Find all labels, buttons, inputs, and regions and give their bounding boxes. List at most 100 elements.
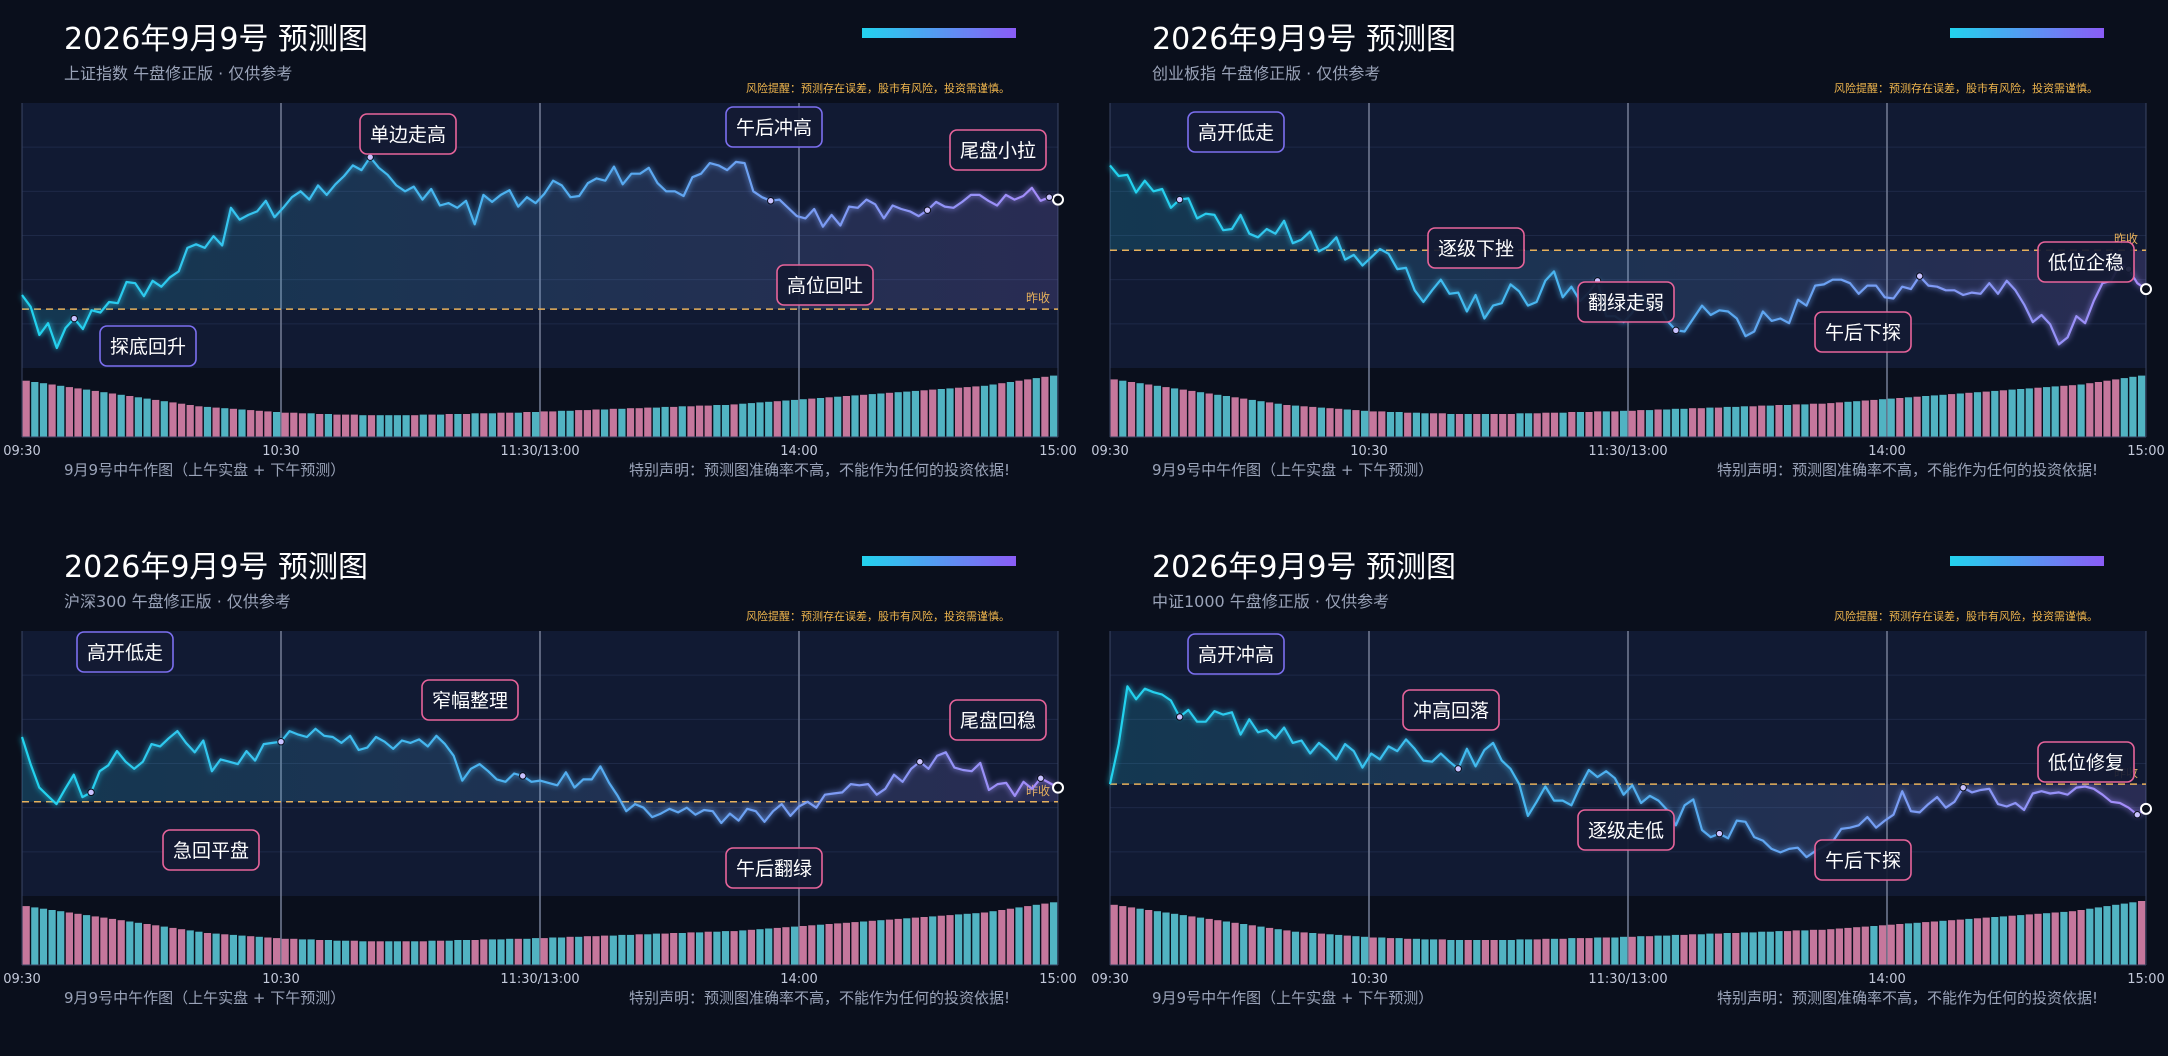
- volume-bar: [333, 940, 341, 965]
- volume-bar: [644, 934, 652, 965]
- volume-bar: [454, 414, 462, 437]
- volume-bar: [963, 913, 971, 965]
- volume-bar: [1663, 935, 1671, 965]
- volume-bar: [1050, 902, 1058, 965]
- volume-bar: [998, 910, 1006, 965]
- volume-bar: [1654, 935, 1662, 965]
- volume-bar: [74, 388, 82, 437]
- volume-bar: [186, 930, 194, 965]
- volume-bar: [791, 926, 799, 965]
- volume-bar: [1999, 916, 2007, 965]
- volume-bar: [1533, 939, 1541, 965]
- volume-bar: [1343, 409, 1351, 437]
- volume-bar: [1006, 382, 1014, 437]
- volume-bar: [1205, 918, 1213, 965]
- volume-bar: [2094, 382, 2102, 437]
- volume-bar: [1110, 379, 1118, 437]
- volume-bar: [1266, 402, 1274, 437]
- volume-bar: [1922, 922, 1930, 965]
- volume-bar: [1507, 414, 1515, 437]
- x-tick-label: 11:30/13:00: [1588, 444, 1667, 459]
- volume-bar: [1162, 387, 1170, 437]
- accent-gradient-bar: [1950, 556, 2104, 566]
- volume-bar: [2068, 385, 2077, 437]
- volume-bar: [816, 398, 825, 437]
- volume-bar: [1784, 405, 1792, 437]
- volume-bar: [134, 397, 142, 437]
- volume-bar: [532, 938, 540, 965]
- volume-bar: [1594, 411, 1602, 437]
- volume-bar: [1870, 926, 1878, 965]
- annotation-text: 窄幅整理: [432, 690, 508, 712]
- volume-bar: [480, 939, 488, 965]
- price-line: [20, 727, 1059, 825]
- volume-bar: [1732, 933, 1740, 965]
- volume-bar: [1499, 414, 1507, 437]
- volume-bar: [1119, 380, 1127, 437]
- volume-bar: [1438, 939, 1446, 965]
- volume-bar: [65, 387, 73, 437]
- volume-bar: [203, 933, 212, 965]
- volume-bar: [376, 415, 384, 437]
- volume-bar: [635, 934, 643, 965]
- volume-bar: [298, 413, 307, 437]
- prev-close-label: 昨收: [1026, 291, 1050, 305]
- volume-bar: [1481, 940, 1489, 965]
- volume-bar: [1758, 931, 1766, 965]
- annotation-label: 低位修复: [2037, 741, 2135, 783]
- volume-bar: [696, 405, 704, 437]
- volume-bar: [1222, 396, 1230, 437]
- volume-bar: [842, 922, 850, 965]
- risk-note: 风险提醒：预测存在误差，股市有风险，投资需谨慎。: [1834, 82, 2098, 95]
- chart-subtitle: 创业板指 午盘修正版 · 仅供参考: [1152, 64, 1381, 83]
- volume-bar: [2138, 901, 2146, 965]
- volume-bar: [462, 940, 471, 965]
- volume-bar: [1991, 390, 1999, 437]
- volume-bar: [1576, 938, 1584, 965]
- footer-disclaimer: 特别声明：预测图准确率不高，不能作为任何的投资依据!: [1716, 461, 2098, 479]
- volume-bar: [911, 390, 919, 437]
- volume-bar: [290, 412, 298, 437]
- annotation-label: 午后翻绿: [725, 847, 823, 889]
- volume-bar: [411, 415, 419, 437]
- volume-bar: [1015, 380, 1023, 437]
- annotation-box: [725, 106, 823, 148]
- volume-bar: [575, 410, 583, 437]
- annotation-point: [277, 738, 285, 746]
- x-tick-label: 15:00: [1039, 444, 1076, 459]
- volume-bar: [557, 410, 566, 437]
- volume-bar: [2086, 383, 2094, 437]
- annotation-point: [767, 197, 775, 205]
- volume-bar: [575, 936, 583, 965]
- annotation-text: 低位企稳: [2048, 252, 2124, 274]
- volume-bar: [955, 387, 963, 437]
- volume-bar: [497, 412, 505, 437]
- annotation-text: 单边走高: [370, 124, 446, 146]
- volume-bar: [1913, 396, 1921, 437]
- volume-bar: [506, 938, 514, 965]
- volume-bar: [989, 384, 997, 437]
- volume-bar: [972, 386, 980, 437]
- volume-bar: [1317, 407, 1325, 437]
- volume-bar: [1784, 931, 1792, 965]
- risk-note: 风险提醒：预测存在误差，股市有风险，投资需谨慎。: [746, 610, 1010, 623]
- volume-bar: [1257, 401, 1265, 437]
- volume-bar: [367, 415, 376, 437]
- footer-disclaimer: 特别声明：预测图准确率不高，不能作为任何的投资依据!: [628, 989, 1010, 1007]
- volume-bar: [678, 406, 686, 437]
- volume-bar: [1645, 936, 1654, 965]
- volume-bar: [1136, 908, 1144, 965]
- volume-bar: [566, 936, 574, 965]
- volume-bar: [1887, 398, 1895, 437]
- volume-bar: [255, 410, 263, 437]
- last-price-marker: [1052, 781, 1064, 794]
- x-tick-label: 09:30: [3, 972, 40, 987]
- volume-bar: [626, 408, 635, 437]
- annotation-box: [725, 847, 823, 889]
- volume-bar: [618, 934, 626, 965]
- volume-bar: [601, 935, 609, 965]
- volume-bar: [1412, 412, 1420, 437]
- volume-bar: [730, 931, 738, 965]
- volume-bar: [298, 939, 307, 965]
- volume-bar: [1464, 940, 1472, 965]
